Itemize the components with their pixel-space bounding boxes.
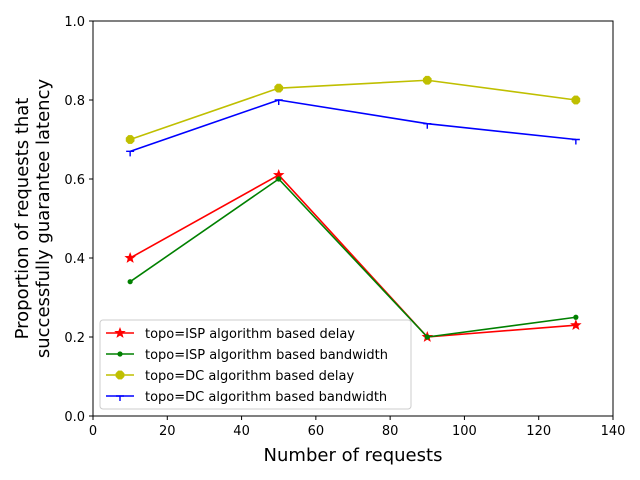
legend-box	[99, 319, 412, 410]
data-point	[573, 314, 579, 320]
data-point	[274, 99, 283, 105]
data-point	[276, 176, 282, 182]
x-tick-label: 60	[308, 424, 325, 439]
y-tick-label: 1.0	[64, 15, 85, 30]
x-tick-label: 100	[452, 424, 477, 439]
y-axis-label-line: Proportion of requests that	[12, 98, 33, 340]
y-tick-label: 0.4	[64, 252, 85, 267]
series-line	[129, 178, 576, 338]
x-axis-label: Number of requests	[264, 445, 443, 466]
y-tick-label: 0.8	[64, 94, 85, 109]
data-point	[116, 395, 124, 401]
y-tick-label: 0.2	[64, 331, 85, 346]
series	[124, 169, 582, 342]
plot-marks	[124, 75, 582, 342]
x-tick-label: 20	[159, 424, 176, 439]
data-point	[422, 75, 432, 85]
y-tick-label: 0.6	[64, 173, 85, 188]
x-tick-label: 120	[526, 424, 551, 439]
data-point	[423, 123, 432, 129]
data-point	[124, 251, 136, 263]
data-point	[115, 370, 125, 380]
data-point	[571, 138, 580, 145]
data-point	[117, 351, 123, 357]
legend-label: topo=ISP algorithm based bandwidth	[145, 348, 388, 363]
x-tick-label: 0	[89, 424, 97, 439]
x-tick-label: 80	[382, 424, 399, 439]
data-point	[274, 83, 284, 93]
y-axis-label: Proportion of requests thatsuccessfully …	[12, 79, 54, 359]
series	[127, 176, 579, 340]
y-axis-label-line: successfully guarantee latency	[33, 79, 54, 359]
y-tick-label: 0.0	[64, 410, 85, 425]
series	[126, 99, 580, 157]
x-tick-label: 40	[233, 424, 250, 439]
data-point	[125, 135, 135, 144]
legend-item: topo=DC algorithm based bandwidth	[106, 390, 387, 405]
series-line	[129, 99, 576, 153]
legend-label: topo=ISP algorithm based delay	[145, 327, 355, 342]
data-point	[571, 95, 581, 105]
plot-frame	[92, 20, 614, 417]
data-point	[114, 326, 126, 338]
legend-label: topo=DC algorithm based delay	[145, 369, 354, 384]
x-tick-label: 140	[601, 424, 626, 439]
data-point	[127, 279, 133, 285]
legend-item: topo=ISP algorithm based delay	[106, 326, 355, 342]
legend-item: topo=ISP algorithm based bandwidth	[106, 348, 388, 363]
data-point	[424, 334, 430, 340]
y-axis-ticks: 0.0 0.2 0.4 0.6 0.8 1.0	[64, 15, 93, 425]
series-line	[129, 79, 576, 141]
legend-item: topo=DC algorithm based delay	[106, 369, 354, 384]
series	[125, 75, 581, 144]
x-axis-ticks: 0 20 40 60 80 100 120 140	[89, 416, 626, 439]
data-point	[126, 150, 135, 157]
legend-label: topo=DC algorithm based bandwidth	[145, 390, 387, 405]
data-point	[570, 319, 582, 331]
legend: topo=ISP algorithm based delay topo=ISP a…	[99, 319, 412, 410]
series-line	[129, 174, 576, 338]
